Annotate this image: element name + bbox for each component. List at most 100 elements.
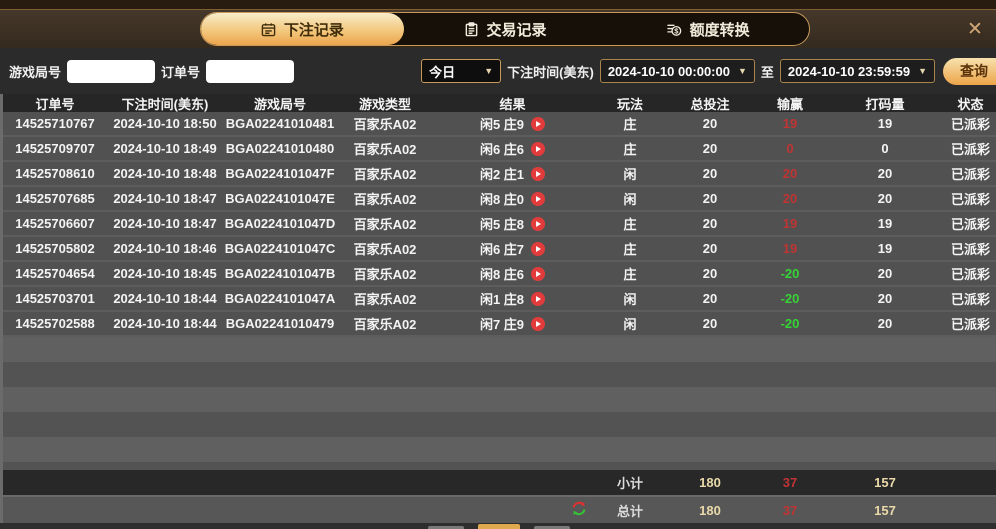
status-badge: 已派彩 bbox=[950, 267, 990, 282]
play-icon[interactable] bbox=[531, 116, 546, 131]
table-row: 14525710767 2024-10-10 18:50 BGA02241010… bbox=[0, 112, 996, 137]
game-type-cell: 百家乐A02 bbox=[353, 192, 417, 207]
coins-icon: $ bbox=[666, 22, 682, 37]
total-bet-cell: 20 bbox=[702, 166, 718, 181]
win-value: 19 bbox=[782, 241, 798, 256]
play-icon[interactable] bbox=[531, 241, 546, 256]
table-row: 14525704654 2024-10-10 18:45 BGA02241010… bbox=[0, 262, 996, 287]
start-time-select[interactable]: 2024-10-10 00:00:00 ▼ bbox=[599, 59, 755, 83]
turnover-cell: 19 bbox=[877, 216, 893, 231]
tab-bar: 下注记录 交易记录 $ 额度转换 bbox=[0, 10, 996, 48]
bet-time-cell: 2024-10-10 18:49 bbox=[113, 141, 217, 156]
play-icon[interactable] bbox=[531, 316, 546, 331]
total-row: 总计 180 37 157 bbox=[0, 497, 996, 523]
result-cell: 闲5 庄9 bbox=[430, 114, 595, 133]
result-text: 闲5 庄8 bbox=[479, 217, 525, 232]
close-icon[interactable]: ✕ bbox=[967, 19, 983, 40]
play-icon[interactable] bbox=[531, 166, 546, 181]
turnover-cell: 19 bbox=[877, 241, 893, 256]
page-button-active[interactable] bbox=[478, 524, 520, 529]
order-id-cell: 14525707685 bbox=[15, 191, 95, 206]
total-bet-cell: 20 bbox=[702, 291, 718, 306]
result-cell: 闲6 庄6 bbox=[430, 139, 595, 158]
bet-side-cell: 庄 bbox=[623, 142, 637, 157]
result-cell: 闲2 庄1 bbox=[430, 164, 595, 183]
total-total-bet: 180 bbox=[699, 502, 721, 518]
calendar-icon bbox=[261, 22, 276, 37]
date-range-select[interactable]: 今日 ▼ bbox=[421, 59, 502, 83]
order-no-input[interactable] bbox=[206, 59, 295, 83]
round-cell: BGA02241010480 bbox=[225, 141, 335, 156]
round-cell: BGA02241010481 bbox=[225, 116, 335, 131]
win-value: 19 bbox=[782, 216, 798, 231]
col-header-result: 结果 bbox=[499, 97, 526, 112]
win-value: -20 bbox=[780, 316, 800, 331]
summary-divider bbox=[0, 495, 996, 497]
date-range-value: 今日 bbox=[429, 64, 456, 80]
col-header-win: 输赢 bbox=[776, 97, 803, 112]
bet-side-cell: 闲 bbox=[623, 292, 637, 307]
end-time-value: 2024-10-10 23:59:59 bbox=[787, 63, 911, 79]
subtotal-total-bet: 180 bbox=[699, 475, 721, 490]
bottom-strip bbox=[0, 523, 996, 529]
result-cell: 闲8 庄6 bbox=[430, 264, 595, 283]
play-icon[interactable] bbox=[531, 141, 546, 156]
play-icon[interactable] bbox=[531, 216, 546, 231]
play-icon[interactable] bbox=[531, 291, 546, 306]
order-no-label: 订单号 bbox=[161, 64, 201, 80]
pagination bbox=[428, 524, 570, 529]
refresh-icon[interactable] bbox=[571, 501, 587, 519]
status-badge: 已派彩 bbox=[950, 317, 990, 332]
result-cell: 闲1 庄8 bbox=[430, 289, 595, 308]
search-button[interactable]: 查询 bbox=[943, 57, 996, 85]
col-header-round: 游戏局号 bbox=[253, 97, 306, 112]
game-type-cell: 百家乐A02 bbox=[353, 317, 417, 332]
total-bet-cell: 20 bbox=[702, 116, 718, 131]
chevron-down-icon: ▼ bbox=[737, 66, 747, 76]
page-button[interactable] bbox=[534, 526, 570, 529]
play-icon[interactable] bbox=[531, 191, 546, 206]
status-badge: 已派彩 bbox=[950, 217, 990, 232]
win-value: 20 bbox=[782, 166, 798, 181]
page-button[interactable] bbox=[428, 526, 464, 529]
round-cell: BGA02241010479 bbox=[225, 316, 335, 331]
chevron-down-icon: ▼ bbox=[918, 66, 927, 76]
turnover-cell: 19 bbox=[877, 116, 893, 131]
total-bet-cell: 20 bbox=[702, 266, 718, 281]
empty-rows-zone bbox=[0, 337, 996, 470]
end-time-select[interactable]: 2024-10-10 23:59:59 ▼ bbox=[779, 59, 935, 83]
result-cell: 闲6 庄7 bbox=[430, 239, 595, 258]
result-text: 闲8 庄6 bbox=[479, 267, 525, 282]
game-round-input[interactable] bbox=[67, 59, 156, 83]
table-body: 14525710767 2024-10-10 18:50 BGA02241010… bbox=[0, 112, 996, 337]
game-round-label: 游戏局号 bbox=[9, 64, 62, 80]
turnover-cell: 20 bbox=[877, 266, 893, 281]
subtotal-win: 37 bbox=[782, 475, 798, 490]
total-bet-cell: 20 bbox=[702, 216, 718, 231]
turnover-cell: 20 bbox=[877, 291, 893, 306]
col-header-play: 玩法 bbox=[616, 97, 643, 112]
order-id-cell: 14525708610 bbox=[15, 166, 95, 181]
subtotal-label: 小计 bbox=[616, 476, 643, 491]
col-header-game-type: 游戏类型 bbox=[358, 97, 411, 112]
bet-time-cell: 2024-10-10 18:45 bbox=[113, 266, 217, 281]
total-bet-cell: 20 bbox=[702, 141, 718, 156]
refresh-cell bbox=[430, 501, 595, 519]
tab-bet-records[interactable]: 下注记录 bbox=[201, 13, 404, 45]
table-header: 订单号 下注时间(美东) 游戏局号 游戏类型 结果 玩法 总投注 输赢 打码量 … bbox=[0, 94, 996, 112]
play-icon[interactable] bbox=[531, 266, 546, 281]
bet-side-cell: 庄 bbox=[623, 267, 637, 282]
result-text: 闲2 庄1 bbox=[479, 167, 525, 182]
tab-quota-transfer[interactable]: $ 额度转换 bbox=[606, 13, 809, 45]
result-text: 闲8 庄0 bbox=[479, 192, 525, 207]
col-header-total-bet: 总投注 bbox=[690, 97, 730, 112]
status-badge: 已派彩 bbox=[950, 167, 990, 182]
result-text: 闲1 庄8 bbox=[479, 292, 525, 307]
turnover-cell: 20 bbox=[877, 316, 893, 331]
win-value: -20 bbox=[780, 291, 800, 306]
total-bet-cell: 20 bbox=[702, 316, 718, 331]
tab-transaction-records[interactable]: 交易记录 bbox=[404, 13, 607, 45]
window-top-strip bbox=[0, 0, 996, 10]
round-cell: BGA0224101047F bbox=[225, 166, 335, 181]
table-row: 14525702588 2024-10-10 18:44 BGA02241010… bbox=[0, 312, 996, 337]
